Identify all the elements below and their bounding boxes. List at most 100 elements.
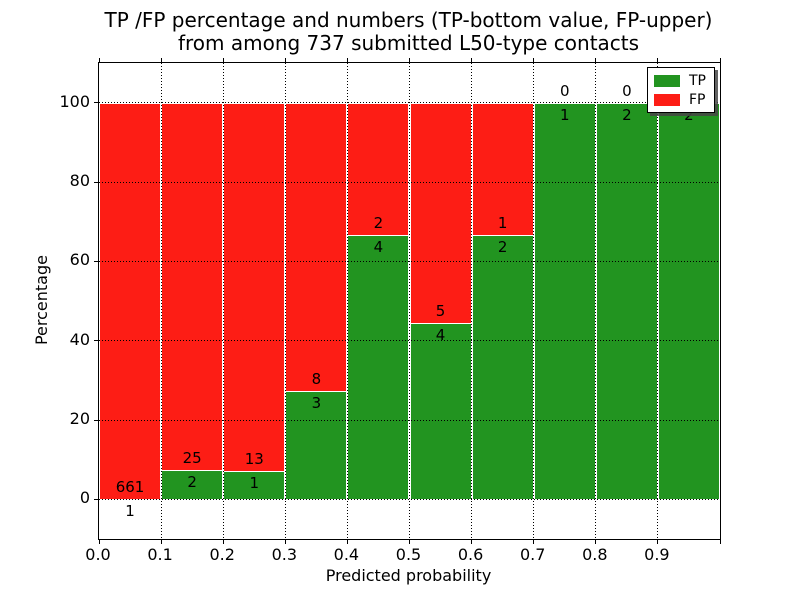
fp-count-label: 0	[622, 81, 632, 100]
x-tick-label: 0.7	[519, 545, 546, 564]
fp-count-label: 661	[115, 477, 145, 496]
x-tick-mark-top	[409, 58, 410, 63]
tp-bar-segment	[533, 102, 596, 500]
x-tick-mark-top	[719, 58, 721, 63]
tp-bar-segment	[161, 469, 224, 500]
fp-count-label: 25	[182, 448, 202, 467]
x-tick-mark-top	[222, 58, 224, 63]
x-tick-mark	[719, 539, 721, 544]
fp-bar-segment	[99, 102, 162, 499]
y-tick-label: 40	[69, 329, 90, 349]
y-tick-label: 80	[69, 171, 90, 190]
v-gridline	[533, 63, 535, 539]
x-tick-label: 0.9	[644, 545, 670, 564]
legend: TP FP	[647, 67, 715, 113]
v-gridline	[471, 63, 473, 539]
tp-count-label: 1	[125, 501, 135, 520]
tp-count-label: 4	[435, 326, 446, 345]
chart-title-line1: TP /FP percentage and numbers (TP-bottom…	[104, 8, 713, 32]
x-tick-label: 0.0	[85, 545, 111, 564]
x-tick-mark-top	[471, 58, 473, 63]
x-tick-mark-top	[98, 58, 100, 63]
tp-bar-segment	[595, 102, 658, 500]
y-tick-label: 0	[79, 488, 90, 508]
x-tick-label: 0.2	[209, 545, 235, 564]
tp-count-label: 1	[249, 474, 260, 492]
x-tick-mark	[98, 539, 100, 544]
x-tick-label: 0.6	[457, 545, 484, 564]
y-tick-mark	[94, 498, 99, 500]
x-tick-label: 0.8	[582, 545, 608, 564]
v-gridline	[595, 63, 597, 539]
legend-label-tp: TP	[689, 72, 706, 89]
fp-count-label: 0	[559, 81, 570, 100]
fp-count-label: 1	[497, 213, 508, 232]
x-tick-mark-top	[284, 58, 286, 63]
chart-title: TP /FP percentage and numbers (TP-bottom…	[98, 9, 719, 55]
v-gridline	[160, 63, 162, 539]
chart-title-line2: from among 737 submitted L50-type contac…	[177, 31, 640, 55]
fp-swatch-icon	[654, 93, 680, 106]
tp-bar-segment	[285, 391, 348, 500]
tp-count-label: 3	[311, 394, 322, 413]
y-tick-label: 100	[59, 91, 90, 111]
tp-count-label: 4	[373, 237, 384, 256]
v-gridline	[657, 63, 659, 539]
x-tick-mark	[222, 539, 224, 544]
x-tick-label: 0.4	[333, 545, 360, 564]
y-tick-mark	[94, 419, 99, 421]
y-tick-label: 60	[69, 250, 90, 270]
x-tick-mark	[409, 539, 410, 544]
fp-count-label: 5	[435, 302, 446, 321]
x-tick-label: 0.3	[271, 545, 298, 564]
tp-swatch-icon	[654, 74, 680, 87]
x-tick-label: 0.5	[395, 545, 422, 564]
y-tick-label: 20	[69, 409, 90, 428]
tp-count-label: 2	[497, 237, 508, 256]
x-tick-mark	[160, 539, 162, 544]
x-axis-label: Predicted probability	[325, 566, 492, 585]
plot-area: 661125213183245412010202	[94, 58, 721, 544]
x-tick-mark	[346, 539, 348, 544]
tp-count-label: 2	[622, 105, 632, 124]
tp-count-label: 2	[684, 105, 694, 124]
tp-count-label: 1	[559, 105, 570, 124]
y-axis-label: Percentage	[32, 255, 51, 346]
fp-bar-segment	[285, 102, 348, 392]
legend-row-fp: FP	[654, 93, 708, 107]
v-gridline	[346, 63, 348, 539]
x-tick-mark	[284, 539, 286, 544]
tp-bar-segment	[657, 102, 720, 500]
fp-bar-segment	[409, 102, 472, 324]
y-tick-mark	[94, 260, 99, 262]
y-tick-mark	[94, 340, 99, 342]
x-tick-mark	[471, 539, 473, 544]
v-gridline	[222, 63, 224, 539]
x-tick-label: 0.1	[147, 545, 173, 564]
x-tick-mark	[595, 539, 597, 544]
x-tick-mark-top	[346, 58, 348, 63]
tp-bar-segment	[409, 323, 472, 500]
tp-bar-segment	[223, 471, 286, 500]
tp-count-label: 2	[187, 472, 197, 491]
v-gridline	[409, 63, 410, 539]
fp-bar-segment	[161, 102, 224, 470]
x-tick-mark	[533, 539, 535, 544]
x-tick-mark-top	[657, 58, 659, 63]
tp-bar-segment	[347, 234, 410, 500]
tp-bar-segment	[471, 234, 534, 500]
fp-count-label: 8	[311, 370, 322, 389]
legend-row-tp: TP	[654, 74, 708, 88]
fp-bar-segment	[471, 102, 534, 235]
fp-count-label: 2	[373, 213, 384, 232]
x-tick-mark	[657, 539, 659, 544]
fp-count-label: 13	[244, 450, 264, 468]
x-tick-mark-top	[533, 58, 535, 63]
fp-bar-segment	[347, 102, 410, 235]
y-tick-mark	[94, 102, 99, 104]
x-tick-mark-top	[160, 58, 162, 63]
y-tick-mark	[94, 181, 99, 183]
x-tick-mark-top	[595, 58, 597, 63]
legend-label-fp: FP	[689, 91, 706, 108]
